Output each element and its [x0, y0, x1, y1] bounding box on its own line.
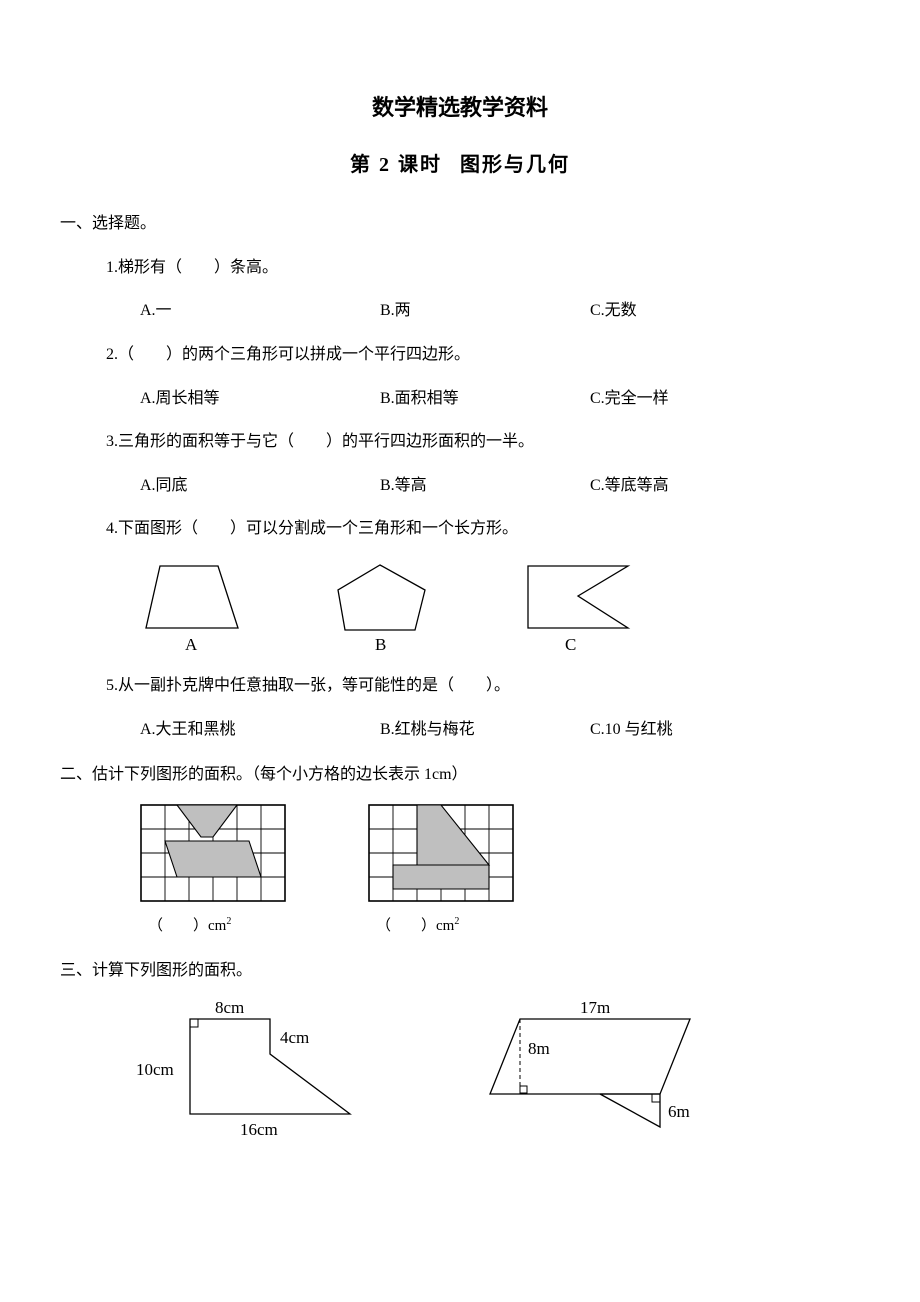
q4-text: 4.下面图形（ ）可以分割成一个三角形和一个长方形。	[106, 516, 860, 542]
grid-2-blank: （ ）cm2	[376, 914, 516, 938]
q4-shape-b: B	[330, 560, 440, 655]
q3-opt-a: A.同底	[140, 473, 380, 499]
q5-opt-a: A.大王和黑桃	[140, 717, 380, 743]
lesson-title-b: 图形与几何	[460, 154, 570, 176]
q4-label-b: B	[375, 635, 386, 654]
q2-text: 2.（ ）的两个三角形可以拼成一个平行四边形。	[106, 342, 860, 368]
q5-opt-c: C.10 与红桃	[590, 717, 673, 743]
grid-1-blank: （ ）cm2	[148, 914, 288, 938]
q1-text: 1.梯形有（ ）条高。	[106, 255, 860, 281]
q1-opt-a: A.一	[140, 298, 380, 324]
fig1-10cm: 10cm	[136, 1060, 174, 1079]
q5-text: 5.从一副扑克牌中任意抽取一张，等可能性的是（ ）。	[106, 673, 860, 699]
q2-opt-c: C.完全一样	[590, 386, 669, 412]
q1-options: A.一 B.两 C.无数	[140, 298, 860, 324]
q5-options: A.大王和黑桃 B.红桃与梅花 C.10 与红桃	[140, 717, 860, 743]
q4-shapes: A B C	[140, 560, 860, 655]
q3-text: 3.三角形的面积等于与它（ ）的平行四边形面积的一半。	[106, 429, 860, 455]
q2-options: A.周长相等 B.面积相等 C.完全一样	[140, 386, 860, 412]
section-1-heading: 一、选择题。	[60, 211, 860, 237]
q2-opt-b: B.面积相等	[380, 386, 590, 412]
q4-label-a: A	[185, 635, 198, 654]
calc-figure-2: 17m 8m 6m	[460, 999, 740, 1149]
fig1-4cm: 4cm	[280, 1028, 309, 1047]
lesson-title-a: 第 2 课时	[350, 154, 442, 176]
q3-options: A.同底 B.等高 C.等底等高	[140, 473, 860, 499]
section-2-heading: 二、估计下列图形的面积。（每个小方格的边长表示 1cm）	[60, 762, 860, 788]
q1-opt-b: B.两	[380, 298, 590, 324]
section-3-figures: 8cm 4cm 10cm 16cm 17m 8m 6m	[130, 999, 860, 1149]
calc-figure-1: 8cm 4cm 10cm 16cm	[130, 999, 380, 1149]
section-2-grids: （ ）cm2 （ ）cm2	[140, 804, 860, 938]
q4-shape-a: A	[140, 560, 250, 655]
q1-opt-c: C.无数	[590, 298, 637, 324]
doc-title: 数学精选教学资料	[60, 90, 860, 125]
grid-figure-1	[140, 804, 288, 904]
grid-figure-2	[368, 804, 516, 904]
fig1-8cm: 8cm	[215, 999, 244, 1017]
q3-opt-b: B.等高	[380, 473, 590, 499]
q3-opt-c: C.等底等高	[590, 473, 669, 499]
lesson-title: 第 2 课时图形与几何	[60, 149, 860, 181]
q4-shape-c: C	[520, 560, 640, 655]
fig2-8m: 8m	[528, 1039, 550, 1058]
q5-opt-b: B.红桃与梅花	[380, 717, 590, 743]
fig2-17m: 17m	[580, 999, 610, 1017]
fig1-16cm: 16cm	[240, 1120, 278, 1139]
fig2-6m: 6m	[668, 1102, 690, 1121]
q2-opt-a: A.周长相等	[140, 386, 380, 412]
q4-label-c: C	[565, 635, 576, 654]
section-3-heading: 三、计算下列图形的面积。	[60, 958, 860, 984]
